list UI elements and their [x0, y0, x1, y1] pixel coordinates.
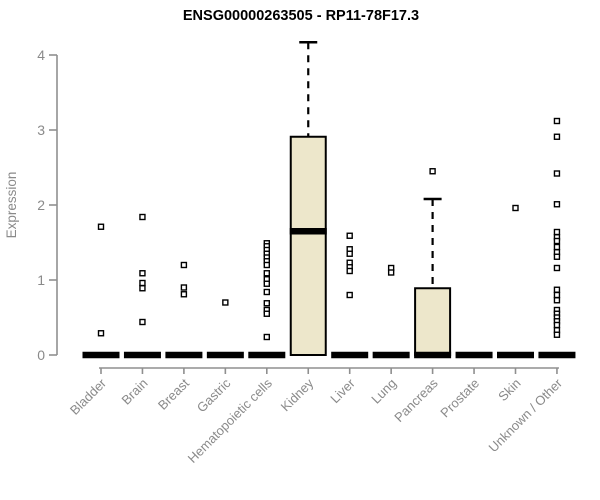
outlier-point — [553, 321, 561, 329]
y-axis-label: Expression — [4, 172, 19, 239]
outlier-point — [346, 267, 353, 275]
outlier-point — [139, 213, 146, 221]
y-axis: 0 1 2 3 4 — [37, 47, 58, 363]
plot-area — [82, 41, 576, 359]
collapsed-box-bar — [248, 351, 286, 359]
x-tick-label: Skin — [495, 376, 523, 404]
outlier-point — [139, 285, 146, 292]
collapsed-box-bar — [372, 351, 410, 359]
outlier-point — [346, 291, 353, 299]
outlier-point — [180, 261, 188, 269]
outlier-point — [180, 284, 188, 291]
outlier-point — [263, 288, 270, 296]
outlier-point — [263, 300, 270, 307]
outlier-point — [263, 333, 270, 341]
box — [414, 287, 452, 356]
outlier-point — [263, 270, 270, 277]
collapsed-box-bar — [206, 351, 244, 359]
outlier-point — [553, 291, 561, 299]
outlier-point — [139, 279, 146, 287]
outlier-point — [180, 291, 188, 298]
collapsed-box-bar — [538, 351, 576, 359]
x-tick-label: Liver — [327, 375, 358, 406]
outlier-point — [263, 280, 270, 287]
median-line — [289, 228, 327, 235]
collapsed-box-bar — [331, 351, 369, 359]
x-tick-label: Pancreas — [391, 375, 441, 425]
median-line — [414, 351, 452, 359]
outlier-point — [553, 201, 561, 208]
outlier-point — [553, 243, 561, 251]
y-tick-label: 2 — [37, 197, 45, 213]
x-tick-label: Bladder — [67, 375, 110, 418]
outlier-point — [263, 261, 270, 269]
outlier-point — [553, 237, 561, 245]
x-tick-label: Breast — [155, 375, 192, 412]
outlier-point — [553, 117, 561, 125]
collapsed-box-bar — [82, 351, 120, 359]
outlier-point — [553, 253, 561, 260]
collapsed-box-bar — [165, 351, 203, 359]
outlier-point — [553, 228, 561, 236]
x-tick-label: Gastric — [194, 375, 234, 415]
y-tick-label: 4 — [37, 47, 45, 63]
outlier-point — [263, 310, 270, 317]
outlier-point — [553, 133, 561, 140]
y-tick-label: 0 — [37, 347, 45, 363]
outlier-point — [553, 170, 561, 177]
outlier-point — [139, 318, 146, 326]
outlier-point — [346, 250, 353, 257]
collapsed-box-bar — [497, 351, 534, 359]
collapsed-box-bar — [123, 351, 161, 359]
collapsed-box-bar — [455, 351, 493, 359]
x-tick-label: Brain — [118, 376, 150, 408]
outlier-point — [429, 168, 436, 175]
x-tick-label: Prostate — [437, 376, 482, 421]
box — [289, 135, 327, 356]
y-tick-label: 1 — [37, 272, 45, 288]
outlier-point — [97, 223, 105, 230]
outlier-point — [222, 299, 229, 306]
x-tick-label: Lung — [368, 376, 399, 407]
outlier-point — [512, 204, 519, 212]
outlier-point — [553, 331, 561, 338]
outlier-point — [553, 264, 561, 272]
outlier-point — [139, 270, 146, 277]
outlier-point — [553, 286, 561, 293]
outlier-point — [387, 269, 395, 276]
x-tick-label: Unknown / Other — [485, 375, 565, 455]
outlier-point — [346, 232, 353, 239]
x-tick-label: Kidney — [278, 375, 317, 414]
y-tick-label: 3 — [37, 122, 45, 138]
outlier-point — [553, 297, 561, 304]
outlier-point — [97, 330, 105, 337]
chart-title: ENSG00000263505 - RP11-78F17.3 — [183, 8, 419, 24]
